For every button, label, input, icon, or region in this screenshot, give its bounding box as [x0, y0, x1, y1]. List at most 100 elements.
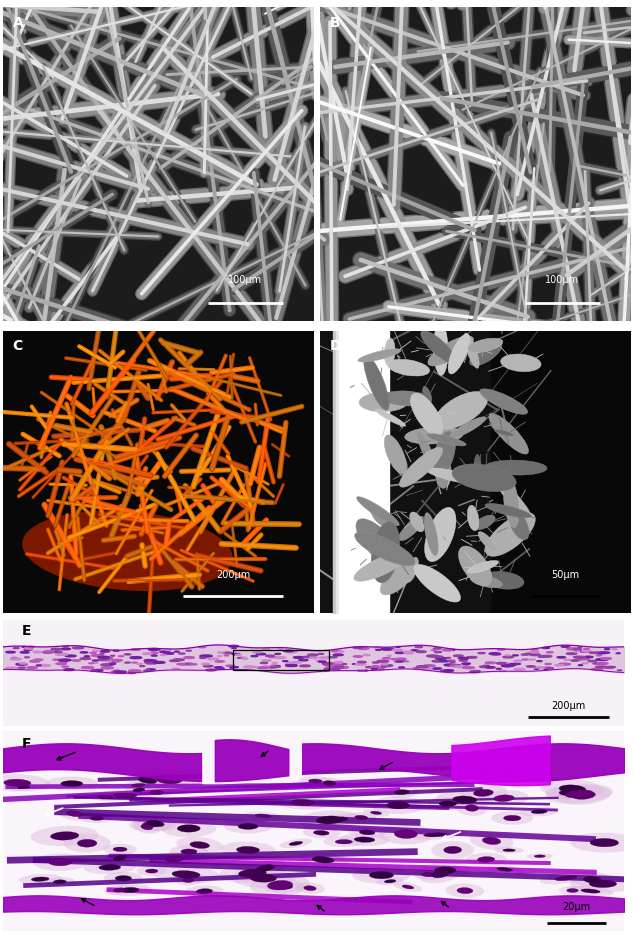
Circle shape [458, 657, 469, 659]
Circle shape [395, 661, 403, 663]
Circle shape [444, 664, 455, 666]
Ellipse shape [335, 839, 353, 844]
Circle shape [112, 660, 122, 661]
Ellipse shape [387, 359, 430, 376]
Ellipse shape [545, 784, 613, 804]
Circle shape [172, 668, 179, 669]
Circle shape [332, 650, 341, 651]
Ellipse shape [90, 816, 103, 821]
Circle shape [573, 649, 581, 650]
Circle shape [253, 651, 261, 653]
Circle shape [543, 648, 550, 649]
Circle shape [184, 657, 195, 658]
Circle shape [261, 663, 268, 664]
Ellipse shape [480, 389, 527, 415]
Circle shape [216, 668, 224, 669]
Ellipse shape [295, 883, 325, 894]
Ellipse shape [297, 853, 349, 868]
Ellipse shape [275, 795, 330, 809]
Circle shape [372, 668, 377, 669]
Circle shape [382, 649, 387, 650]
Ellipse shape [141, 824, 153, 830]
Circle shape [529, 651, 539, 652]
Circle shape [514, 664, 521, 665]
Ellipse shape [4, 779, 31, 787]
Circle shape [596, 666, 606, 667]
Circle shape [72, 660, 81, 661]
Ellipse shape [384, 338, 395, 366]
Ellipse shape [437, 461, 451, 489]
Circle shape [398, 660, 404, 661]
Ellipse shape [485, 512, 535, 556]
Circle shape [555, 665, 564, 666]
Ellipse shape [570, 875, 634, 893]
Circle shape [329, 656, 337, 658]
Circle shape [358, 669, 368, 671]
Ellipse shape [250, 874, 310, 897]
Circle shape [405, 652, 413, 654]
Ellipse shape [129, 817, 174, 831]
Circle shape [574, 656, 585, 658]
Circle shape [6, 651, 15, 653]
Ellipse shape [434, 867, 456, 873]
Ellipse shape [448, 334, 470, 374]
Circle shape [526, 666, 535, 667]
Circle shape [567, 648, 579, 650]
Ellipse shape [280, 838, 312, 848]
Circle shape [262, 666, 272, 667]
Circle shape [242, 658, 248, 659]
Circle shape [426, 668, 432, 669]
Circle shape [538, 656, 545, 657]
Ellipse shape [113, 855, 126, 860]
Circle shape [378, 668, 384, 670]
Ellipse shape [425, 508, 456, 561]
Circle shape [514, 660, 522, 662]
Ellipse shape [399, 516, 424, 540]
Ellipse shape [19, 874, 61, 885]
Ellipse shape [298, 810, 361, 830]
Ellipse shape [364, 355, 389, 410]
Text: 200μm: 200μm [552, 701, 586, 712]
Circle shape [496, 663, 506, 664]
Ellipse shape [494, 795, 514, 802]
Ellipse shape [486, 865, 524, 874]
Circle shape [148, 649, 160, 650]
Circle shape [381, 665, 392, 666]
Circle shape [472, 670, 480, 672]
Circle shape [427, 655, 439, 657]
Ellipse shape [393, 450, 408, 477]
Circle shape [462, 663, 470, 665]
Ellipse shape [464, 333, 479, 368]
Ellipse shape [545, 786, 592, 800]
Ellipse shape [460, 785, 507, 801]
Circle shape [601, 658, 611, 659]
Ellipse shape [384, 786, 420, 798]
Circle shape [486, 666, 495, 668]
Circle shape [430, 656, 438, 657]
Ellipse shape [340, 833, 389, 846]
Circle shape [530, 654, 540, 655]
Ellipse shape [470, 342, 502, 366]
Ellipse shape [399, 447, 443, 487]
Ellipse shape [371, 796, 425, 814]
Ellipse shape [250, 874, 276, 883]
Ellipse shape [453, 796, 477, 804]
Circle shape [287, 662, 295, 664]
Circle shape [27, 647, 35, 648]
Circle shape [443, 650, 452, 651]
Circle shape [356, 664, 366, 666]
Circle shape [19, 667, 25, 668]
Ellipse shape [424, 833, 447, 837]
Circle shape [391, 659, 399, 660]
Circle shape [30, 661, 40, 662]
Circle shape [183, 663, 193, 665]
Circle shape [322, 663, 334, 665]
Ellipse shape [22, 510, 233, 591]
Ellipse shape [176, 837, 223, 854]
Ellipse shape [419, 862, 471, 879]
Ellipse shape [165, 856, 183, 862]
Circle shape [51, 649, 61, 650]
Circle shape [335, 665, 344, 666]
Circle shape [443, 669, 454, 671]
Ellipse shape [104, 871, 143, 885]
